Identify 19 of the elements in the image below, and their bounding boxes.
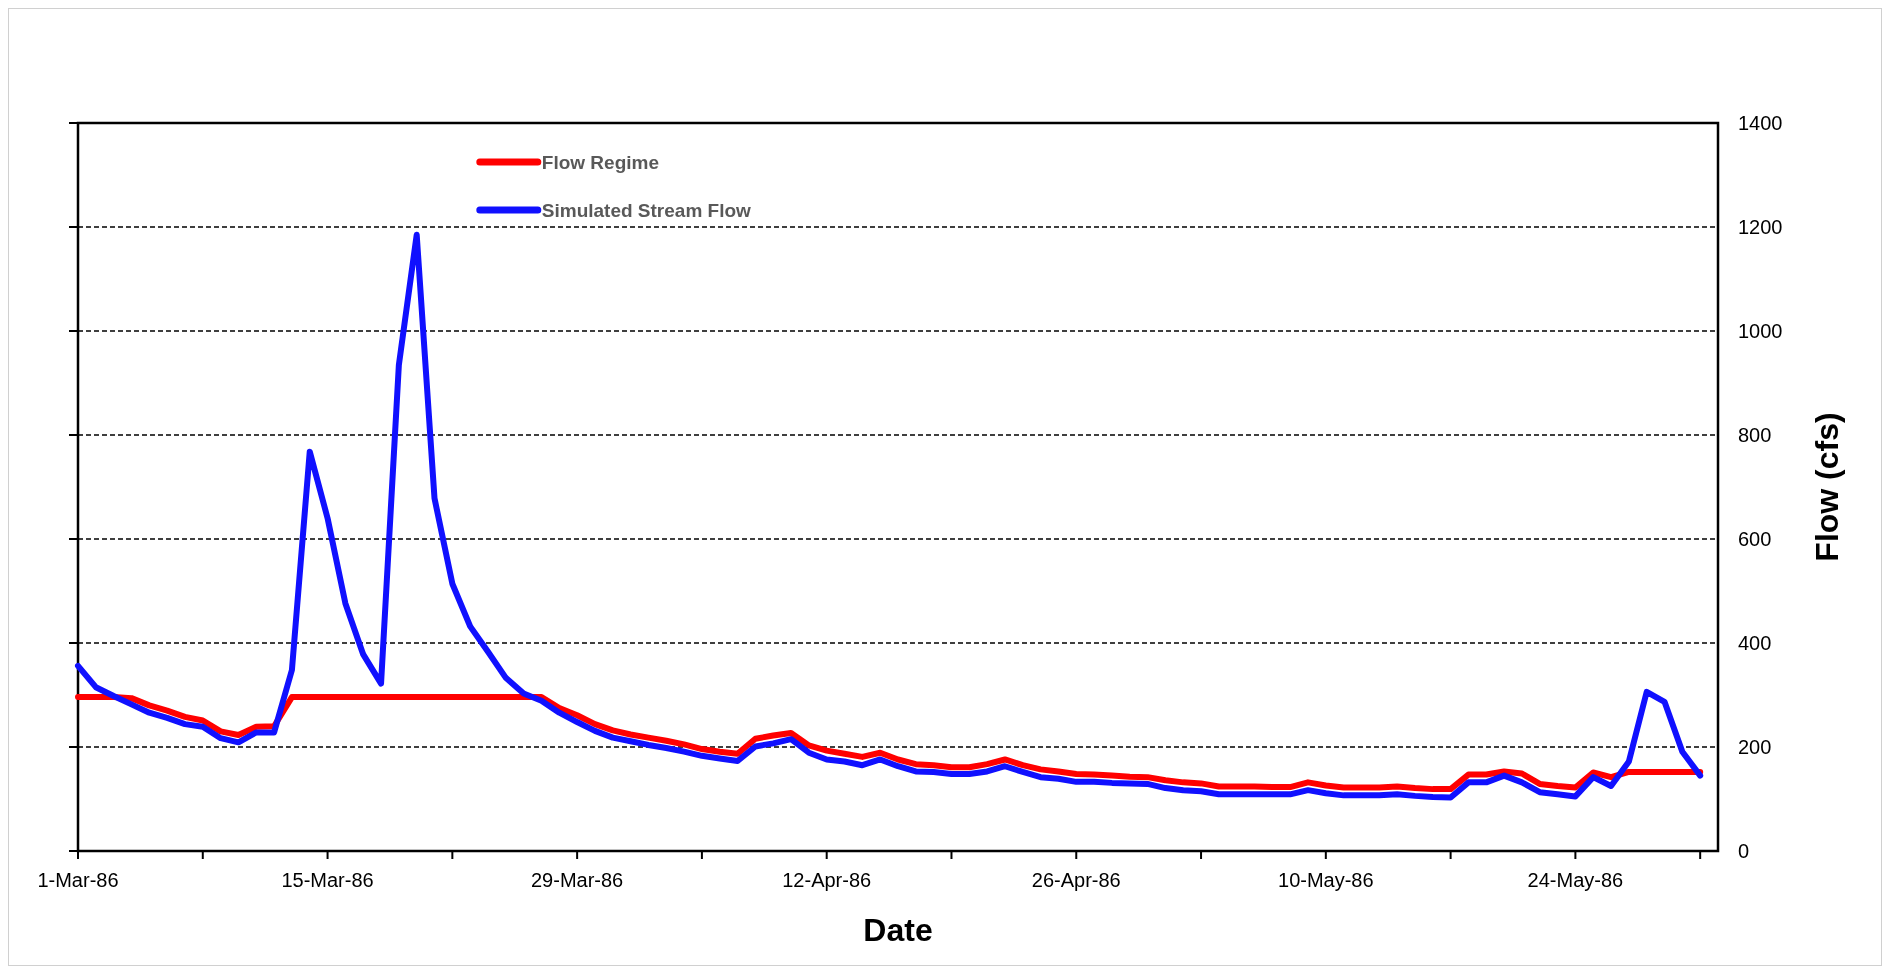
- y-axis-title: Flow (cfs): [1809, 412, 1845, 562]
- y-tick-label: 200: [1738, 736, 1772, 758]
- x-tick-label: 15-Mar-86: [281, 869, 374, 891]
- x-axis-title: Date: [863, 912, 933, 948]
- x-tick-label: 12-Apr-86: [782, 869, 872, 891]
- y-tick-label: 800: [1738, 424, 1772, 446]
- y-tick-label: 400: [1738, 632, 1772, 654]
- x-tick-label: 24-May-86: [1527, 869, 1624, 891]
- legend-label: Simulated Stream Flow: [541, 199, 752, 221]
- legend-label: Flow Regime: [541, 151, 659, 173]
- y-tick-label: 1200: [1738, 216, 1783, 238]
- y-tick-label: 1000: [1738, 320, 1783, 342]
- x-tick-label: 29-Mar-86: [531, 869, 624, 891]
- y-tick-label: 0: [1738, 840, 1750, 862]
- x-tick-label: 10-May-86: [1278, 869, 1374, 891]
- y-tick-label: 1400: [1738, 112, 1783, 134]
- y-tick-label: 600: [1738, 528, 1772, 550]
- x-tick-label: 1-Mar-86: [37, 869, 119, 891]
- x-tick-label: 26-Apr-86: [1031, 869, 1121, 891]
